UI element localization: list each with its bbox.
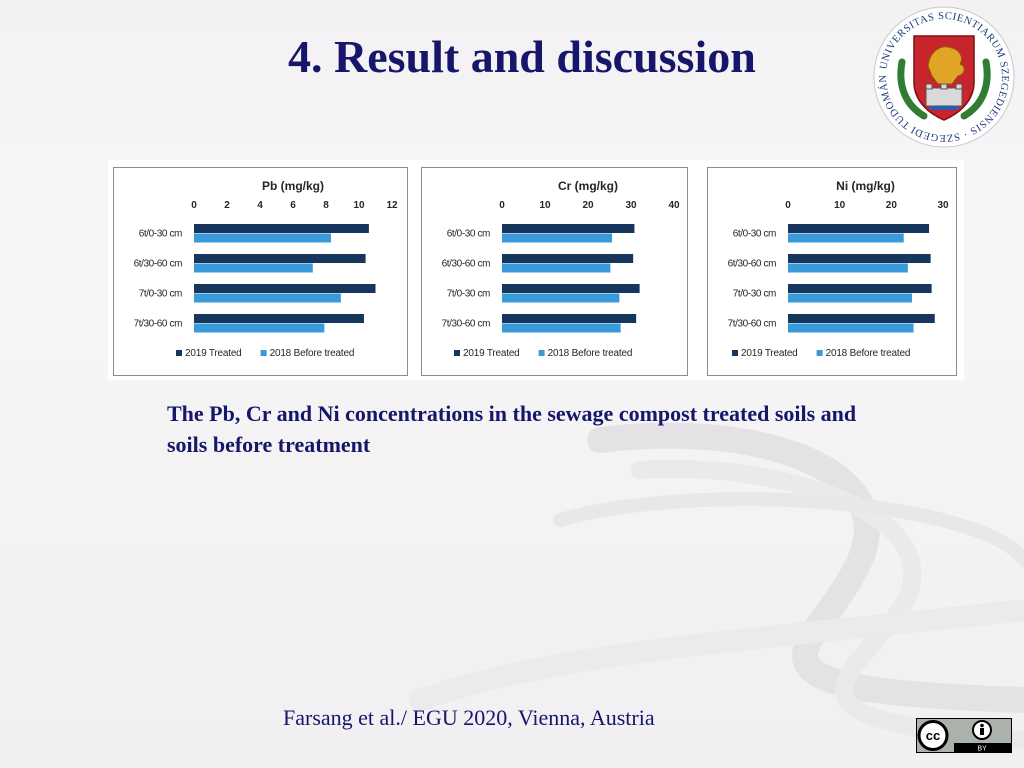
category-label: 6t/0-30 cm (733, 229, 776, 240)
bar-2018 (194, 263, 313, 273)
category-label: 6t/30-60 cm (728, 259, 776, 270)
x-tick-label: 40 (668, 200, 680, 211)
legend-label: 2018 Before treated (548, 348, 633, 359)
category-label: 7t/0-30 cm (447, 289, 490, 300)
x-tick-label: 12 (386, 200, 398, 211)
bar-2019 (194, 224, 369, 233)
pb-chart: Pb (mg/kg) 0 2 4 6 8 10 12 6t/0-30 cm 6t/30-60 cm… (113, 167, 408, 376)
ni-chart-svg: Ni (mg/kg) 0 10 20 30 6t/0-30 cm 6t/30-60 cm 7t… (728, 179, 949, 359)
svg-text:cc: cc (926, 728, 940, 743)
cr-chart: Cr (mg/kg) 0 10 20 30 40 6t/0-30 cm 6t/30-60 cm… (421, 167, 688, 376)
x-tick-label: 2 (224, 200, 230, 211)
bar-2019 (194, 314, 364, 323)
bar-2019 (502, 284, 640, 293)
bar-2019 (502, 254, 634, 263)
x-tick-label: 8 (323, 200, 329, 211)
cr-chart-svg: Cr (mg/kg) 0 10 20 30 40 6t/0-30 cm 6t/30-60 cm… (442, 179, 680, 359)
x-tick-label: 6 (290, 200, 296, 211)
bar-2018 (788, 293, 912, 303)
bar-2019 (788, 314, 935, 323)
legend-swatch (260, 350, 267, 356)
legend-swatch (816, 350, 823, 356)
license-label: BY (977, 746, 987, 753)
bar-2018 (194, 323, 325, 333)
bar-2018 (502, 233, 613, 243)
x-tick-label: 4 (257, 200, 263, 211)
bar-2019 (502, 314, 637, 323)
bar-2018 (788, 323, 914, 333)
figure-caption: The Pb, Cr and Ni concentrations in the … (167, 401, 857, 457)
bar-2019 (502, 224, 635, 233)
chart-title: Pb (mg/kg) (262, 179, 324, 193)
legend-swatch (732, 350, 738, 356)
x-tick-label: 30 (625, 200, 637, 211)
legend-swatch (454, 350, 460, 356)
pb-chart-svg: Pb (mg/kg) 0 2 4 6 8 10 12 6t/0-30 cm 6t/30-60 cm… (134, 179, 398, 359)
bar-2018 (502, 323, 621, 333)
bar-2018 (502, 293, 620, 303)
category-label: 7t/30-60 cm (728, 319, 776, 330)
legend-label: 2019 Treated (185, 348, 242, 359)
university-logo: UNIVERSITAS SCIENTIARUM SZEGEDIENSIS · S… (868, 4, 1015, 148)
legend-label: 2018 Before treated (270, 348, 355, 359)
legend-label: 2019 Treated (463, 348, 520, 359)
chart-title: Ni (mg/kg) (836, 179, 895, 193)
cc-by-badge[interactable]: cc BY (916, 718, 1012, 753)
bar-2018 (788, 233, 904, 243)
x-tick-label: 10 (353, 200, 365, 211)
bar-2018 (788, 263, 908, 273)
category-label: 7t/30-60 cm (134, 319, 182, 330)
bar-2019 (788, 224, 930, 233)
bar-2018 (194, 293, 341, 303)
slide-title: 4. Result and discussion (288, 31, 756, 82)
legend-label: 2018 Before treated (826, 348, 911, 359)
bar-2019 (788, 284, 932, 293)
category-label: 6t/0-30 cm (447, 229, 490, 240)
attribution-icon (972, 720, 992, 740)
bar-2018 (502, 263, 611, 273)
bar-2019 (788, 254, 931, 263)
legend-label: 2019 Treated (741, 348, 798, 359)
x-tick-label: 20 (886, 200, 898, 211)
category-label: 6t/30-60 cm (442, 259, 490, 270)
category-label: 7t/30-60 cm (442, 319, 490, 330)
chart-title: Cr (mg/kg) (558, 179, 618, 193)
category-label: 6t/0-30 cm (139, 229, 182, 240)
x-tick-label: 0 (499, 200, 505, 211)
category-label: 7t/0-30 cm (733, 289, 776, 300)
x-tick-label: 30 (937, 200, 949, 211)
bar-2019 (194, 284, 376, 293)
bar-2018 (194, 233, 331, 243)
x-tick-label: 10 (834, 200, 846, 211)
category-label: 6t/30-60 cm (134, 259, 182, 270)
cc-icon: cc (917, 720, 949, 751)
legend-swatch (538, 350, 545, 356)
ni-chart: Ni (mg/kg) 0 10 20 30 6t/0-30 cm 6t/30-60 cm 7t… (707, 167, 957, 376)
x-tick-label: 10 (539, 200, 551, 211)
x-tick-label: 20 (582, 200, 594, 211)
category-label: 7t/0-30 cm (139, 289, 182, 300)
bar-2019 (194, 254, 366, 263)
x-tick-label: 0 (191, 200, 197, 211)
x-tick-label: 0 (785, 200, 791, 211)
legend-swatch (176, 350, 182, 356)
footer-citation: Farsang et al./ EGU 2020, Vienna, Austri… (283, 705, 655, 730)
